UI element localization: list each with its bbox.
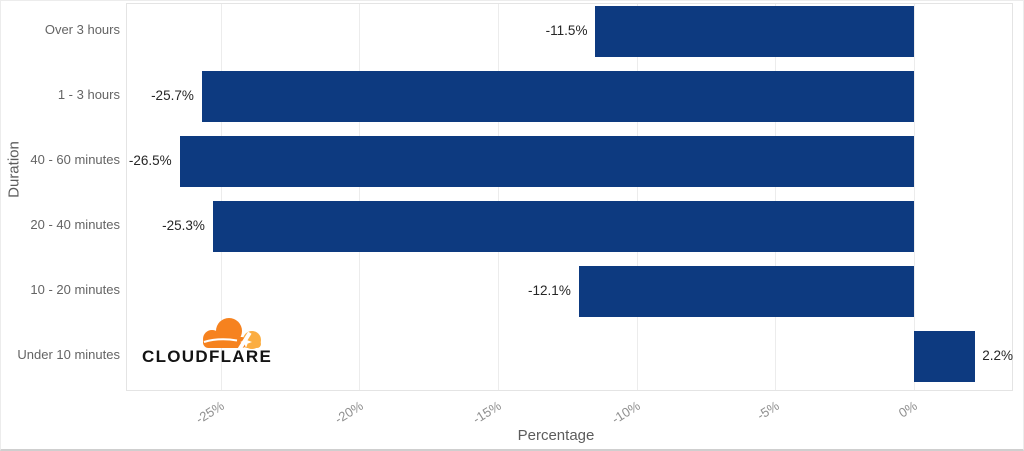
category-label: 1 - 3 hours	[57, 87, 120, 102]
category-label: 20 - 40 minutes	[30, 217, 120, 232]
category-label: Over 3 hours	[44, 22, 120, 37]
gridline	[359, 4, 361, 390]
bar-1-3-hours	[201, 71, 915, 122]
plot-area: -11.5% -25.7% -26.5% -25.3% -12.1% 2.2%	[126, 3, 1013, 391]
gridline	[220, 4, 222, 390]
bar-20-40-minutes	[212, 201, 915, 252]
value-label: -26.5%	[128, 153, 172, 168]
value-label: -25.7%	[151, 88, 194, 103]
gridline	[775, 4, 777, 390]
value-label: -11.5%	[545, 23, 588, 38]
bar-10-20-minutes	[578, 266, 915, 317]
y-axis-title: Duration	[5, 141, 23, 198]
value-label: -12.1%	[528, 283, 571, 298]
value-label: -25.3%	[162, 218, 205, 233]
category-label: Under 10 minutes	[17, 347, 120, 362]
bar-over-3-hours	[595, 6, 915, 57]
x-axis-title: Percentage	[517, 427, 595, 444]
cloudflare-cloud-icon	[203, 318, 261, 351]
cloudflare-logo: CLOUDFLARE	[141, 315, 271, 367]
gridline	[913, 4, 915, 390]
gridline	[497, 4, 499, 390]
value-label: 2.2%	[982, 348, 1013, 363]
category-label: 40 - 60 minutes	[30, 152, 120, 167]
cloudflare-wordmark: CLOUDFLARE	[142, 347, 273, 366]
gridline	[636, 4, 638, 390]
category-label: 10 - 20 minutes	[30, 282, 120, 297]
bar-under-10-minutes	[914, 331, 976, 382]
bar-40-60-minutes	[179, 136, 915, 187]
